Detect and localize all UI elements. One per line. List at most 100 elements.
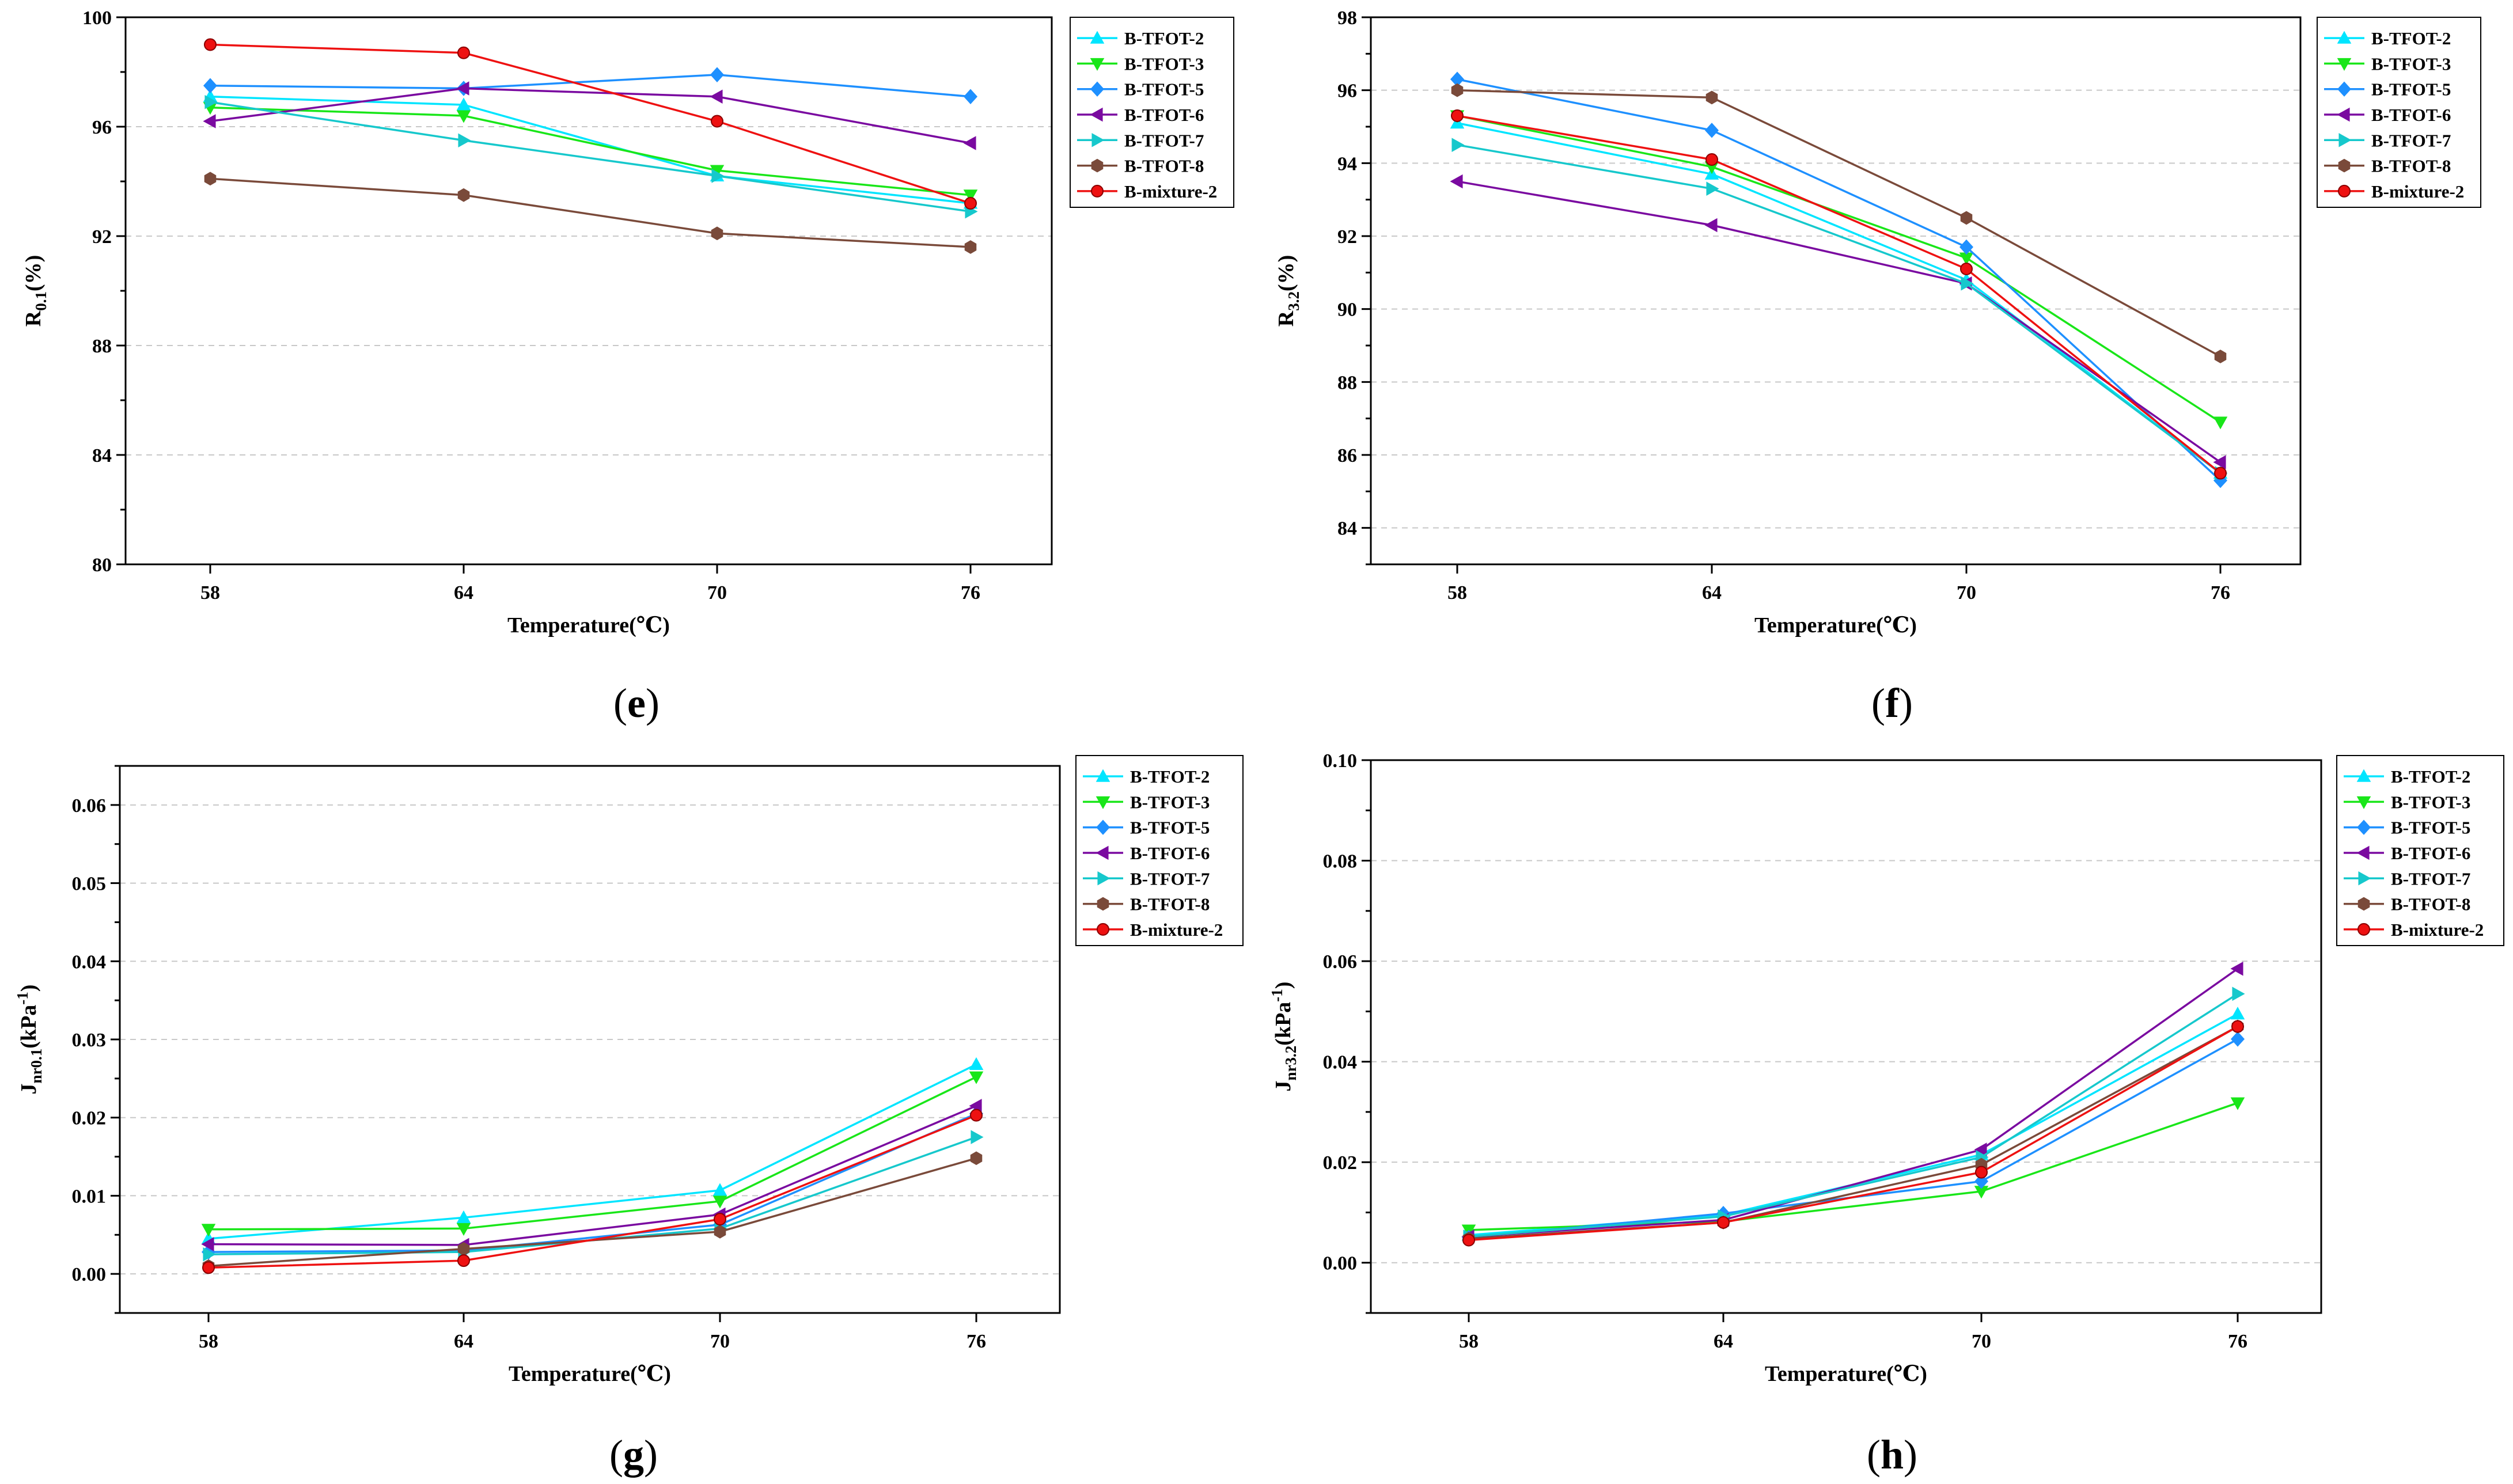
data-point (2230, 1031, 2245, 1047)
data-point (970, 1151, 983, 1166)
data-point (1451, 83, 1464, 97)
legend-entry-label: B-TFOT-2 (2371, 28, 2451, 48)
legend-marker (2356, 845, 2370, 860)
series-line-b-mixture-2 (1468, 1026, 2238, 1242)
legend-entry-label: B-TFOT-2 (2391, 766, 2470, 787)
data-point (2213, 455, 2226, 469)
data-point (457, 188, 470, 202)
legend: B-TFOT-2 B-TFOT-3 B-TFOT-5 B-TFOT-6 B-TFOT-7… (2336, 755, 2504, 946)
data-point (969, 1071, 984, 1084)
legend-entry-label: B-TFOT-7 (2371, 130, 2451, 150)
data-point (964, 197, 977, 210)
data-point (456, 1210, 471, 1223)
data-point (201, 1237, 214, 1251)
data-point (204, 172, 217, 186)
legend-entry-label: B-TFOT-8 (2371, 156, 2451, 176)
legend-marker (2337, 31, 2352, 44)
x-tick-label: 70 (707, 582, 727, 604)
legend-entry-label: B-TFOT-7 (1124, 130, 1204, 150)
x-tick-label: 76 (961, 582, 980, 604)
data-point (456, 110, 471, 123)
legend-entry-label: B-mixture-2 (1130, 920, 1223, 940)
data-point (2214, 466, 2227, 480)
legend-entry-label: B-TFOT-6 (2371, 105, 2451, 125)
y-tick-label: 80 (92, 555, 112, 576)
panel-label: (e) (613, 680, 659, 726)
data-point (456, 97, 471, 111)
legend-entry-label: B-TFOT-5 (2371, 79, 2451, 100)
series-line-b-tfot-3 (210, 107, 971, 196)
legend-marker (1090, 58, 1105, 71)
data-point (204, 38, 217, 51)
data-point (203, 114, 216, 128)
y-tick-label: 88 (92, 336, 112, 357)
data-point (2213, 416, 2228, 430)
data-point (456, 81, 469, 96)
legend-marker (1091, 184, 1104, 198)
y-tick-label: 0.03 (72, 1030, 107, 1051)
y-tick-label: 0.04 (1323, 1052, 1358, 1073)
data-point (202, 1261, 215, 1274)
series-line-b-mixture-2 (1457, 115, 2222, 475)
x-axis-label: Temperature(℃) (1754, 613, 1917, 637)
legend-entry-label: B-TFOT-3 (2391, 792, 2470, 812)
legend-marker (2338, 184, 2351, 198)
legend-entry-label: B-TFOT-3 (1124, 54, 1204, 74)
legend-entry-label: B-TFOT-5 (1130, 818, 1210, 838)
legend-marker (1097, 923, 1109, 936)
y-tick-label: 90 (1337, 299, 1357, 321)
legend-entry-label: B-TFOT-6 (1124, 105, 1204, 125)
legend-marker (2357, 897, 2370, 911)
data-point (1974, 1174, 1989, 1189)
legend-marker (1096, 819, 1110, 835)
x-tick-label: 76 (2211, 582, 2230, 604)
legend-marker (1097, 897, 1109, 911)
legend: B-TFOT-2 B-TFOT-3 B-TFOT-5 B-TFOT-6 B-TFOT-7… (1075, 755, 1244, 946)
y-tick-label: 88 (1337, 372, 1357, 393)
panel-label: (h) (1867, 1432, 1917, 1478)
legend-entry-label: B-TFOT-8 (1124, 156, 1204, 176)
data-point (963, 89, 978, 104)
data-point (2230, 1097, 2245, 1110)
legend-marker (2356, 796, 2371, 809)
legend-marker (2337, 81, 2352, 97)
y-tick-label: 84 (92, 445, 112, 466)
series-line-b-mixture-2 (210, 43, 971, 204)
legend-entry-label: B-TFOT-6 (2391, 843, 2470, 863)
y-axis-label: R3.2(%) (1274, 255, 1302, 327)
y-tick-label: 0.05 (72, 874, 107, 895)
legend-entry-label: B-mixture-2 (2391, 920, 2484, 940)
data-point (203, 1247, 216, 1262)
data-point (1705, 90, 1718, 105)
legend-marker (1096, 845, 1109, 860)
x-tick-label: 58 (199, 1331, 218, 1352)
data-point (1462, 1233, 1475, 1247)
plot-frame (1370, 16, 2302, 565)
legend-entry-label: B-TFOT-3 (2371, 54, 2451, 74)
panel-label: (f) (1871, 680, 1913, 726)
series-line-b-tfot-7 (1457, 143, 2222, 475)
data-point (711, 226, 723, 241)
data-point (457, 1242, 470, 1256)
legend-entry-label: B-TFOT-7 (2391, 868, 2470, 889)
data-point (1704, 218, 1718, 233)
legend-entry-label: B-TFOT-5 (1124, 79, 1204, 100)
legend-marker (2338, 158, 2351, 173)
series-line-b-tfot-6 (1457, 180, 2222, 464)
series-line-b-tfot-6 (210, 87, 971, 145)
legend-entry-label: B-TFOT-2 (1130, 766, 1210, 787)
data-point (2230, 961, 2243, 976)
data-point (1974, 1143, 1987, 1157)
y-tick-label: 0.06 (72, 795, 107, 817)
panel-e-chart: 80 84 88 92 96 100 58 64 70 76 Temperature(℃) R0.1(… (21, 7, 1234, 726)
data-point (2231, 1020, 2244, 1033)
x-tick-label: 58 (1447, 582, 1467, 604)
data-point (457, 46, 470, 59)
y-tick-label: 92 (1337, 226, 1357, 248)
data-point (711, 169, 725, 183)
y-tick-label: 0.01 (72, 1186, 107, 1207)
panel-f-chart: 84 86 88 90 92 94 96 98 58 64 70 76 Temperature(℃) R3… (1274, 7, 2481, 726)
data-point (712, 1195, 727, 1209)
series-line-b-tfot-7 (210, 101, 971, 212)
